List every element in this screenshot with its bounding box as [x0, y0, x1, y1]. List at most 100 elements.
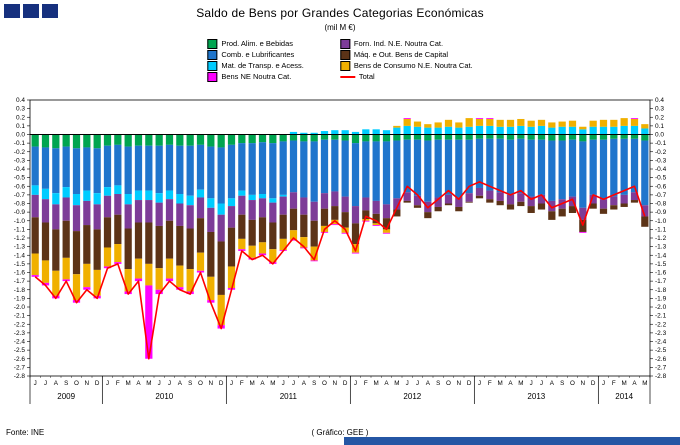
y-axis-label-left: 0.4 [16, 97, 25, 104]
x-axis-month-label: M [498, 380, 503, 387]
bar-segment [310, 132, 318, 135]
y-axis-label-right: -2.3 [655, 330, 667, 337]
bar-segment [269, 198, 277, 203]
y-axis-label-left: -0.1 [14, 140, 26, 147]
bar-segment [83, 287, 91, 290]
x-axis-month-label: F [240, 380, 244, 387]
bar-segment [227, 227, 236, 267]
bar-segment [620, 138, 628, 195]
bar-segment [176, 134, 184, 146]
bar-segment [269, 143, 277, 199]
bar-segment [196, 218, 205, 253]
x-axis-month-label: M [394, 380, 399, 387]
bar-segment [455, 197, 463, 207]
bar-segment [589, 134, 597, 140]
bar-segment [258, 134, 267, 143]
bar-segment [548, 134, 556, 141]
bar-segment [93, 193, 101, 205]
bar-segment [196, 144, 205, 190]
bar-segment [248, 245, 256, 258]
bar-segment [186, 195, 194, 206]
bar-segment [558, 140, 566, 200]
bar-segment [62, 279, 70, 282]
bar-segment [475, 195, 484, 199]
bar-segment [620, 134, 628, 139]
bar-segment [579, 126, 587, 130]
bar-segment [248, 134, 256, 144]
bar-segment [434, 134, 442, 140]
bar-segment [124, 269, 132, 292]
bar-segment [300, 214, 308, 238]
bar-segment [289, 239, 298, 241]
bar-segment [41, 222, 50, 261]
bar-segment [382, 134, 391, 142]
bar-segment [114, 214, 122, 245]
bar-segment [475, 125, 484, 135]
bar-segment [155, 202, 163, 226]
bar-segment [382, 204, 391, 219]
bar-segment [300, 134, 308, 142]
x-axis-month-label: M [250, 380, 255, 387]
x-axis-year-label: 2012 [403, 392, 421, 401]
x-axis-month-label: J [34, 380, 37, 387]
bar-segment [537, 119, 546, 126]
bar-segment [165, 278, 174, 282]
legend-item-series-0: Prod. Alim. e Bebidas [207, 38, 304, 49]
bar-segment [300, 132, 308, 135]
bar-segment [537, 139, 546, 195]
bar-segment [589, 139, 597, 195]
bar-segment [31, 217, 39, 254]
x-axis-year-label: 2013 [527, 392, 545, 401]
bar-segment [641, 124, 649, 129]
bar-segment [41, 260, 50, 283]
bar-segment [83, 200, 91, 226]
bar-segment [217, 203, 225, 215]
bar-segment [620, 194, 628, 204]
bar-segment [434, 127, 442, 135]
x-axis-month-label: F [612, 380, 616, 387]
bar-segment [382, 130, 391, 135]
bar-segment [486, 118, 494, 119]
bar-segment [610, 134, 618, 139]
y-axis-label-left: -2.3 [14, 330, 26, 337]
bar-segment [403, 134, 411, 140]
x-axis-month-label: O [570, 380, 575, 387]
bar-segment [186, 228, 194, 270]
bar-segment [238, 143, 246, 191]
bar-segment [475, 118, 484, 126]
bar-segment [393, 127, 401, 135]
legend-item-series-4: Forn. Ind. N.E. Noutra Cat. [339, 38, 473, 49]
bar-segment [372, 141, 380, 201]
legend-label: Comb. e Lubrificantes [221, 50, 295, 59]
bar-segment [444, 134, 453, 140]
bar-segment [589, 126, 597, 135]
bar-segment [413, 195, 422, 206]
bar-segment [475, 187, 484, 196]
bar-segment [145, 263, 153, 286]
bar-segment [496, 192, 504, 201]
bar-segment [248, 194, 256, 201]
bar-segment [496, 200, 504, 206]
bar-segment [114, 144, 122, 186]
bar-segment [517, 134, 525, 139]
bar-segment [134, 200, 143, 223]
y-axis-label-right: -1.4 [655, 252, 667, 259]
bar-segment [258, 142, 267, 195]
bar-segment [527, 120, 535, 127]
bar-segment [331, 130, 339, 135]
chart-legend: Prod. Alim. e Bebidas Comb. e Lubrificant… [207, 38, 473, 82]
y-axis-label-left: -1.3 [14, 244, 26, 251]
bar-segment [103, 195, 112, 218]
bar-segment [351, 223, 360, 245]
y-axis-label-left: 0.2 [16, 114, 25, 121]
logo [4, 4, 58, 18]
bar-segment [517, 201, 525, 207]
bar-segment [103, 145, 112, 188]
bar-segment [310, 134, 318, 142]
bar-segment [52, 193, 60, 205]
bar-segment [527, 139, 535, 197]
bar-segment [258, 242, 267, 254]
bar-segment [196, 189, 205, 198]
bar-segment [62, 134, 70, 147]
bar-segment [393, 140, 401, 199]
